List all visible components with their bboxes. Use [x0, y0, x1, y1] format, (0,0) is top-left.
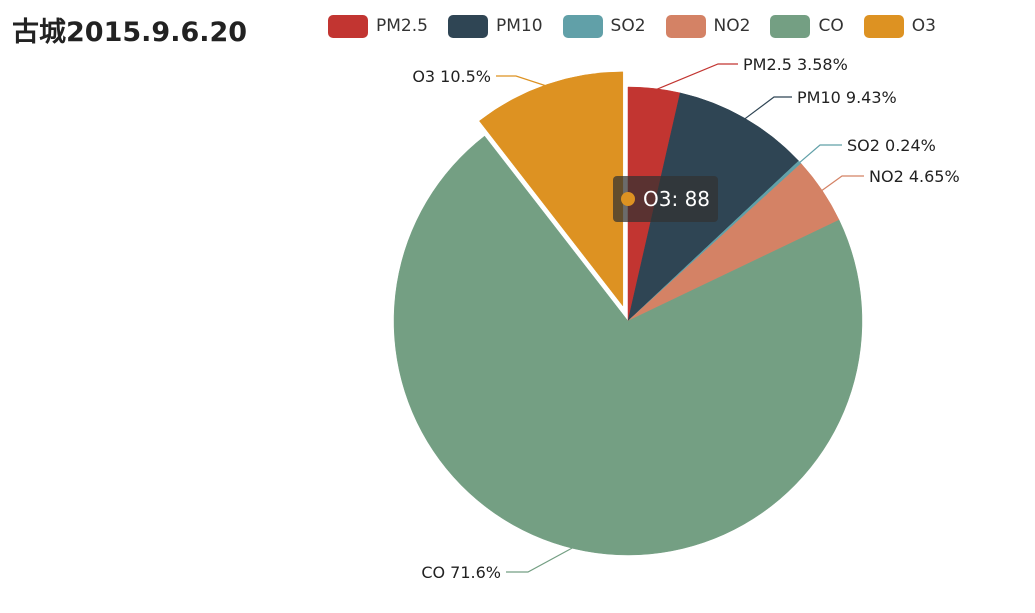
slice-label-pm25: PM2.5 3.58%	[743, 55, 848, 74]
pie-slice-o3[interactable]	[479, 71, 624, 307]
leader-line-co	[506, 546, 575, 573]
slice-label-no2: NO2 4.65%	[869, 167, 960, 186]
legend-swatch	[447, 14, 488, 38]
legend-label: NO2	[713, 16, 751, 36]
legend-label: O3	[911, 16, 936, 36]
legend-item-pm25[interactable]: PM2.5	[328, 14, 428, 38]
tooltip-text: O3: 88	[643, 187, 711, 211]
legend-label: SO2	[610, 16, 646, 36]
legend-item-no2[interactable]: NO2	[665, 14, 751, 38]
slice-label-co: CO 71.6%	[421, 563, 501, 582]
legend-label: PM10	[495, 16, 543, 36]
leader-line-pm25	[653, 63, 738, 92]
legend-swatch	[863, 14, 904, 38]
leader-line-no2	[820, 175, 864, 192]
slice-label-so2: SO2 0.24%	[847, 136, 936, 155]
legend-label: PM2.5	[376, 16, 428, 36]
legend-swatch	[665, 14, 706, 38]
legend-label: CO	[818, 16, 844, 36]
slice-label-o3: O3 10.5%	[412, 67, 491, 86]
leader-line-so2	[798, 144, 842, 165]
legend-swatch	[328, 14, 368, 38]
tooltip: O3: 88	[613, 176, 719, 222]
legend-item-pm10[interactable]: PM10	[447, 14, 543, 38]
pie-slice-co[interactable]	[393, 135, 863, 556]
leader-line-pm10	[743, 96, 792, 121]
chart-legend: PM2.5 PM10 SO2 NO2 CO O3	[328, 14, 956, 38]
legend-item-o3[interactable]: O3	[863, 14, 936, 38]
leader-line-o3	[496, 75, 548, 87]
slice-label-pm10: PM10 9.43%	[797, 88, 897, 107]
legend-item-co[interactable]: CO	[770, 14, 844, 38]
legend-item-so2[interactable]: SO2	[562, 14, 646, 38]
legend-swatch	[770, 14, 811, 38]
tooltip-marker	[621, 192, 635, 206]
chart-title: 古城2015.9.6.20	[12, 17, 248, 48]
legend-swatch	[562, 14, 603, 38]
